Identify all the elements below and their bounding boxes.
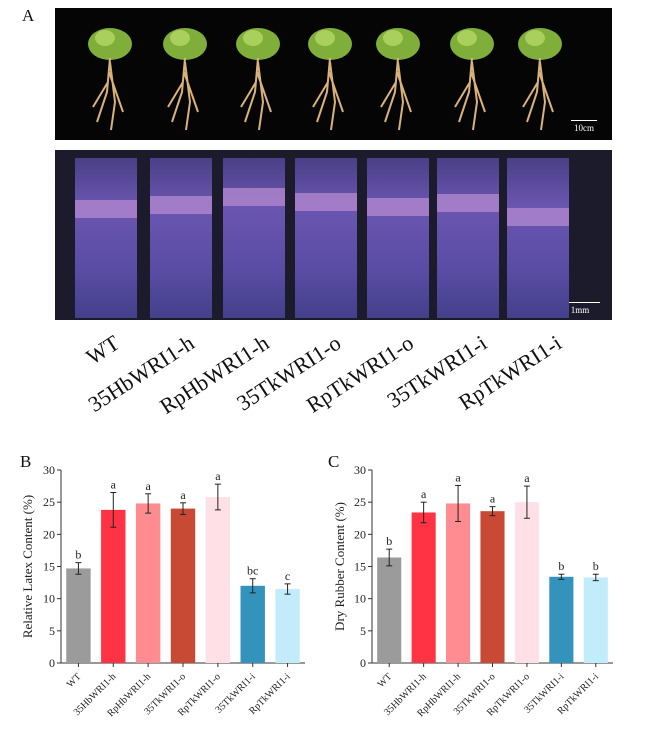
bar: [170, 508, 196, 663]
y-tick-label: 15: [354, 560, 366, 574]
significance-letter: a: [111, 478, 117, 492]
plants-photo: 10cm: [55, 8, 612, 140]
tubes-scale-bar: 1mm: [560, 302, 600, 315]
bar: [101, 509, 126, 663]
bar: [275, 589, 300, 663]
y-axis-label: Relative Latex Content (%): [20, 495, 35, 638]
significance-letter: a: [421, 487, 427, 501]
latex-tube: [75, 158, 137, 318]
y-tick-label: 30: [43, 463, 55, 477]
y-tick-label: 25: [354, 495, 366, 509]
bar: [480, 511, 505, 663]
x-tick-label: WT: [376, 671, 395, 690]
significance-letter: a: [455, 470, 461, 484]
significance-letter: b: [75, 548, 81, 562]
y-tick-label: 15: [43, 560, 55, 574]
significance-letter: a: [180, 488, 186, 502]
significance-letter: bc: [247, 564, 258, 578]
x-tick-label: WT: [65, 671, 84, 690]
significance-letter: a: [490, 492, 496, 506]
bar: [583, 577, 608, 663]
y-axis-label: Dry Rubber Content (%): [332, 502, 347, 631]
bar: [411, 512, 436, 663]
latex-tube: [150, 158, 212, 318]
significance-letter: c: [285, 569, 290, 583]
y-tick-label: 10: [354, 592, 366, 606]
significance-letter: b: [558, 559, 564, 573]
bar: [377, 557, 402, 663]
plants-scale-bar: 10cm: [571, 120, 597, 133]
plants-scale-label: 10cm: [574, 123, 594, 133]
panel-a-letter: A: [22, 6, 35, 25]
plant-specimen: [515, 22, 565, 134]
bar: [240, 585, 265, 663]
panel-c-letter: C: [328, 452, 340, 471]
latex-tube: [223, 158, 285, 318]
y-tick-label: 5: [360, 624, 366, 638]
bar: [514, 502, 539, 663]
y-tick-label: 25: [43, 495, 55, 509]
y-tick-label: 20: [354, 527, 366, 541]
significance-letter: b: [386, 534, 392, 548]
y-tick-label: 5: [49, 624, 55, 638]
genotype-label: WT: [81, 330, 124, 370]
bar: [66, 568, 91, 663]
plant-specimen: [373, 22, 423, 134]
plant-specimen: [85, 22, 135, 134]
y-tick-label: 0: [49, 656, 55, 670]
latex-tube: [295, 158, 357, 318]
plant-specimen: [233, 22, 283, 134]
significance-letter: a: [215, 469, 221, 483]
bar: [135, 503, 161, 663]
y-tick-label: 20: [43, 527, 55, 541]
y-tick-label: 30: [354, 463, 366, 477]
latex-content-chart: 0 5 10 15 20 25 30 Relative Latex Content (%) b W…: [20, 463, 305, 719]
latex-tube: [437, 158, 499, 318]
tubes-scale-label: 1mm: [570, 305, 590, 315]
y-tick-label: 0: [360, 656, 366, 670]
significance-letter: a: [145, 479, 151, 493]
latex-tube: [507, 158, 569, 318]
latex-tube: [367, 158, 429, 318]
plant-specimen: [160, 22, 210, 134]
bar: [549, 576, 574, 663]
significance-letter: b: [593, 559, 599, 573]
bar: [205, 497, 231, 663]
plant-specimen: [447, 22, 497, 134]
latex-tubes-photo: 1mm: [55, 150, 612, 320]
plant-specimen: [305, 22, 355, 134]
panel-b-letter: B: [20, 452, 32, 471]
significance-letter: a: [524, 471, 530, 485]
bar: [446, 503, 471, 663]
y-tick-label: 10: [43, 592, 55, 606]
